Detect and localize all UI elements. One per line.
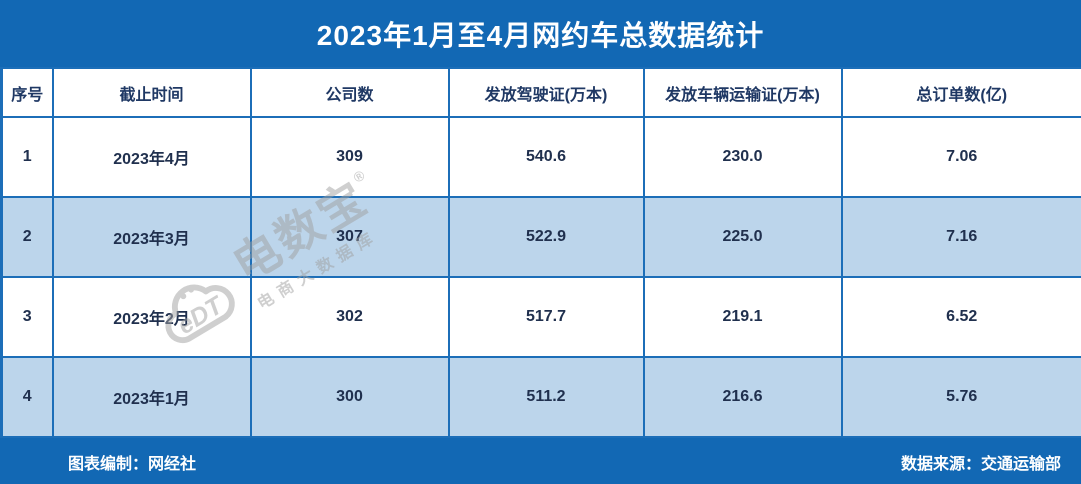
table-cell: 511.2 <box>447 356 645 438</box>
data-source-note: 数据来源：交通运输部 <box>900 456 1061 473</box>
table-body: 1 2023年4月 309 540.6 230.0 7.06 2 2023年3月… <box>0 116 1081 438</box>
table-cell: 5.76 <box>840 356 1081 438</box>
table-cell: 2023年3月 <box>51 196 252 278</box>
table-cell: 2 <box>0 196 54 278</box>
header-row: 序号 截止时间 公司数 发放驾驶证(万本) 发放车辆运输证(万本) 总订单数(亿… <box>0 67 1081 118</box>
table-row: 2 2023年3月 307 522.9 225.0 7.16 <box>0 196 1081 278</box>
title-bar: 2023年1月至4月网约车总数据统计 <box>0 0 1081 67</box>
footer-bar: 图表编制：网经社 数据来源：交通运输部 <box>0 438 1081 484</box>
table-cell: 309 <box>249 116 450 198</box>
table-cell: 216.6 <box>642 356 843 438</box>
header-cell-index: 序号 <box>0 67 54 118</box>
table-cell: 2023年2月 <box>51 276 252 358</box>
table-cell: 300 <box>249 356 450 438</box>
table-cell: 307 <box>249 196 450 278</box>
table-cell: 302 <box>249 276 450 358</box>
header-cell-cutoff-time: 截止时间 <box>51 67 252 118</box>
chart-author-note: 图表编制：网经社 <box>68 456 197 473</box>
header-cell-total-orders: 总订单数(亿) <box>840 67 1081 118</box>
table-cell: 540.6 <box>447 116 645 198</box>
table-cell: 7.16 <box>840 196 1081 278</box>
header-cell-vehicle-permits: 发放车辆运输证(万本) <box>642 67 843 118</box>
table-cell: 6.52 <box>840 276 1081 358</box>
table-cell: 517.7 <box>447 276 645 358</box>
table-row: 4 2023年1月 300 511.2 216.6 5.76 <box>0 356 1081 438</box>
table-cell: 2023年4月 <box>51 116 252 198</box>
table-cell: 2023年1月 <box>51 356 252 438</box>
table-cell: 522.9 <box>447 196 645 278</box>
table-header: 序号 截止时间 公司数 发放驾驶证(万本) 发放车辆运输证(万本) 总订单数(亿… <box>0 67 1081 118</box>
table-row: 1 2023年4月 309 540.6 230.0 7.06 <box>0 116 1081 198</box>
table-cell: 7.06 <box>840 116 1081 198</box>
table-row: 3 2023年2月 302 517.7 219.1 6.52 <box>0 276 1081 358</box>
data-table: 序号 截止时间 公司数 发放驾驶证(万本) 发放车辆运输证(万本) 总订单数(亿… <box>0 67 1081 438</box>
table-cell: 3 <box>0 276 54 358</box>
table-cell: 4 <box>0 356 54 438</box>
table-cell: 1 <box>0 116 54 198</box>
header-cell-driver-licenses: 发放驾驶证(万本) <box>447 67 645 118</box>
table-cell: 225.0 <box>642 196 843 278</box>
table-cell: 230.0 <box>642 116 843 198</box>
table-cell: 219.1 <box>642 276 843 358</box>
page-title: 2023年1月至4月网约车总数据统计 <box>316 19 765 51</box>
header-cell-companies: 公司数 <box>249 67 450 118</box>
